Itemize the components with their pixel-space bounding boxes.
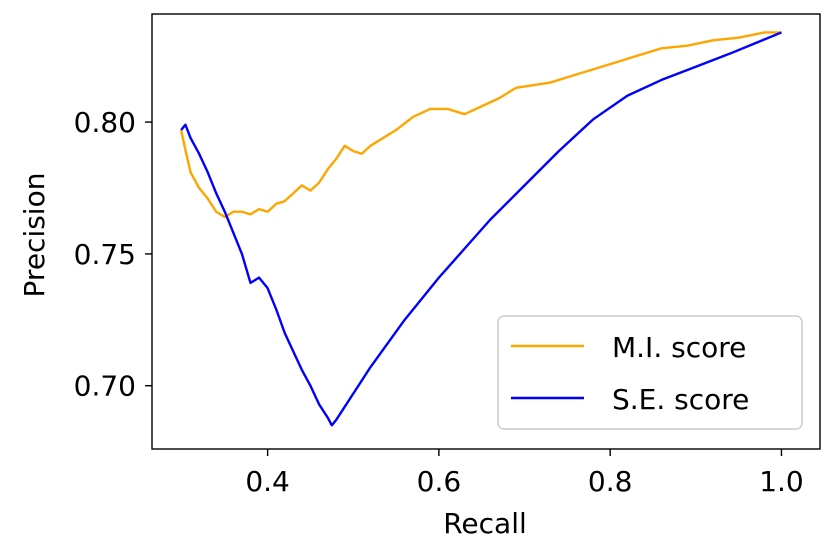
y-tick-label: 0.75 <box>74 238 136 271</box>
series-line-se-score <box>180 31 782 427</box>
x-tick-label: 0.4 <box>245 465 290 498</box>
plot-frame <box>151 13 821 450</box>
legend-label-mi: M.I. score <box>612 331 746 364</box>
x-axis-label: Recall <box>443 507 527 540</box>
x-axis: 0.4 0.6 0.8 1.0 <box>245 449 804 498</box>
y-axis: 0.70 0.75 0.80 <box>74 106 152 403</box>
x-tick-label: 0.8 <box>588 465 633 498</box>
series-line-mi-score <box>179 31 782 219</box>
legend-box <box>497 315 803 430</box>
legend-label-se: S.E. score <box>612 383 749 416</box>
y-tick-label: 0.70 <box>74 370 136 403</box>
x-tick-label: 1.0 <box>759 465 804 498</box>
x-tick-label: 0.6 <box>417 465 462 498</box>
series-layer <box>179 31 782 427</box>
y-tick-label: 0.80 <box>74 106 136 139</box>
y-axis-label: Precision <box>18 173 51 298</box>
legend: M.I. score S.E. score <box>497 315 803 430</box>
